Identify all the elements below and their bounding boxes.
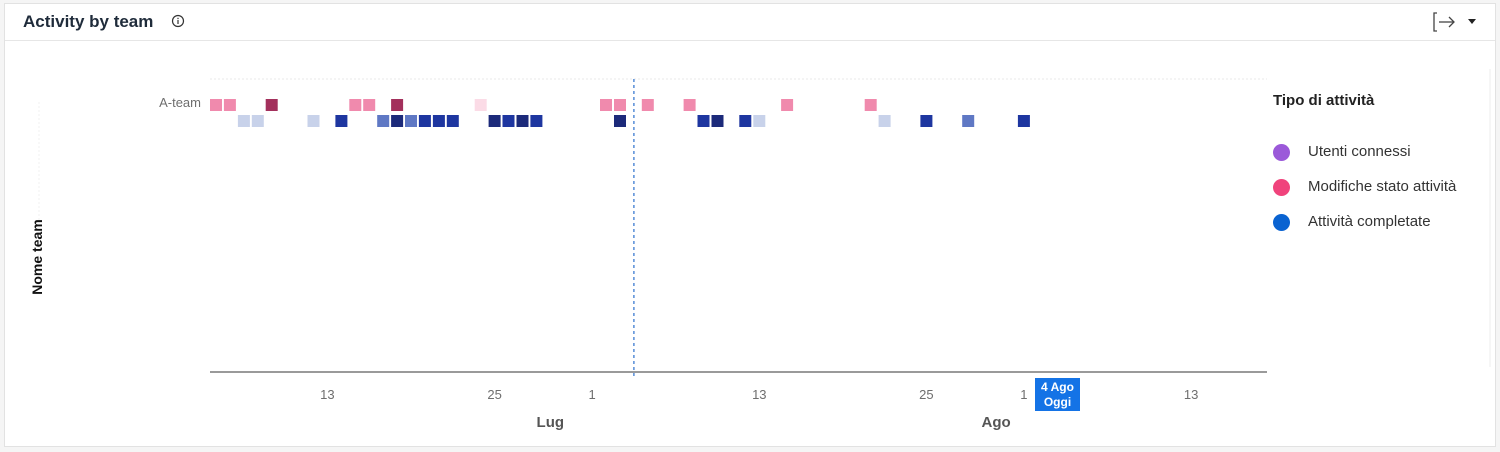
heatmap-cell [251,115,264,127]
heatmap-cell [307,115,320,127]
heatmap-cell [753,115,766,127]
x-tick-label: 13 [320,387,334,402]
heatmap-cell [432,115,445,127]
heatmap-chart: A-team 13 25 1 13 25 1 13 Lug Ago [38,69,1491,431]
heatmap-cell [600,99,612,111]
heatmap-cell [614,99,626,111]
heatmap-cell [1017,115,1030,127]
heatmap-cell [265,99,278,111]
export-arrow-icon [1433,12,1455,32]
x-month-label: Ago [982,414,1011,431]
heatmap-cell [405,115,417,127]
info-icon[interactable] [171,14,185,28]
today-label: Oggi [1043,395,1072,409]
legend-dot [1273,214,1290,231]
x-tick-label: 13 [1184,387,1198,402]
heatmap-cell [488,115,501,127]
heatmap-cell [516,115,529,127]
chart-area: A-team 13 25 1 13 25 1 13 Lug Ago Nome team Tipo … [5,42,1497,447]
legend-dot [1273,179,1290,196]
x-month-label: Lug [537,414,565,431]
card-title: Activity by team [23,12,154,31]
row-label: A-team [159,95,201,110]
activity-card: Activity by team A-team 13 25 1 13 25 1 13 Lug Ag… [4,3,1496,447]
heatmap-cell [614,115,626,127]
heatmap-cell [697,115,710,127]
card-header: Activity by team [5,4,1495,41]
heatmap-cell [878,115,891,127]
heatmap-cell [446,115,459,127]
heatmap-cell [864,99,877,111]
heatmap-cell [391,115,404,127]
x-tick-label: 1 [588,387,595,402]
today-date: 4 Ago [1041,380,1074,394]
legend-label: Utenti connessi [1308,143,1411,160]
heatmap-cell [739,115,752,127]
heatmap-cell [962,115,975,127]
heatmap-cell [418,115,431,127]
legend-label: Attività completate [1308,213,1431,230]
heatmap-cell [641,99,654,111]
heatmap-cell [349,99,362,111]
heatmap-cell [781,99,794,111]
heatmap-cell [502,115,515,127]
today-marker: 4 Ago Oggi [1035,378,1080,411]
heatmap-cell [210,99,222,111]
heatmap-cell [920,115,933,127]
heatmap-cell [530,115,543,127]
caret-down-icon [1468,19,1476,24]
x-tick-label: 13 [752,387,766,402]
heatmap-cell [391,99,404,111]
heatmap-cell [683,99,696,111]
heatmap-cell [711,115,724,127]
heatmap-cell [363,99,376,111]
heatmap-cell [237,115,250,127]
y-axis-label: Nome team [29,219,45,295]
heatmap-cell [474,99,487,111]
legend-label: Modifiche stato attività [1308,178,1457,195]
heatmap-cell [335,115,348,127]
heatmap-cell [377,115,390,127]
export-menu-button[interactable] [1431,10,1481,34]
legend-title: Tipo di attività [1273,92,1375,109]
x-tick-label: 25 [487,387,501,402]
heatmap-cell [223,99,236,111]
legend-dot [1273,144,1290,161]
x-tick-label: 25 [919,387,933,402]
x-tick-label: 1 [1020,387,1027,402]
